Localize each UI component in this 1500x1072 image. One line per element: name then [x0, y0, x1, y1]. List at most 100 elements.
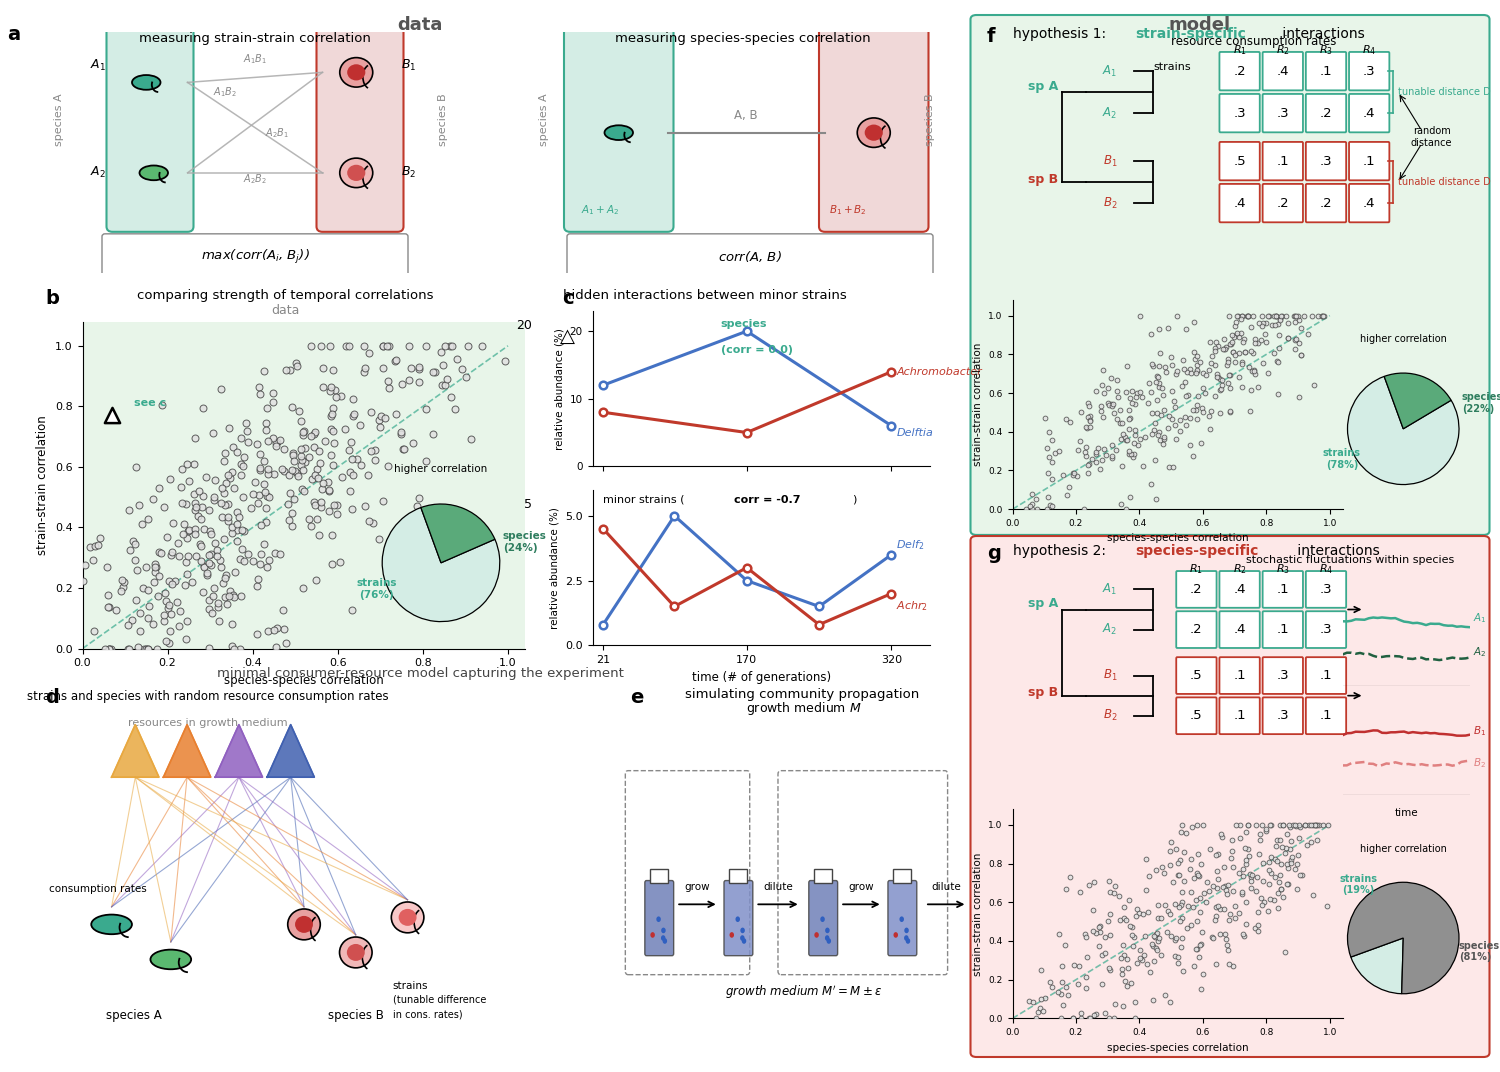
Point — [1050, 957, 1074, 974]
Point — [1076, 464, 1100, 481]
Point — [1053, 979, 1077, 996]
Point — [1203, 342, 1227, 359]
Point — [1074, 979, 1098, 996]
Point — [392, 441, 416, 458]
Point — [298, 518, 322, 535]
Text: (corr = 0.0): (corr = 0.0) — [720, 345, 792, 355]
Text: higher correlation: higher correlation — [1360, 334, 1446, 344]
FancyBboxPatch shape — [1263, 142, 1304, 180]
Point — [1185, 361, 1209, 378]
Point — [1251, 354, 1275, 371]
Point — [1280, 833, 1304, 850]
Point — [440, 338, 464, 355]
Point — [326, 506, 350, 523]
Text: species B: species B — [438, 93, 447, 146]
Text: species A: species A — [54, 93, 63, 146]
Point — [1216, 349, 1240, 367]
Text: .3: .3 — [1320, 583, 1332, 596]
Point — [142, 564, 166, 581]
Point — [1263, 851, 1287, 868]
Point — [166, 535, 190, 552]
Point — [180, 572, 204, 590]
Text: grow: grow — [849, 882, 874, 892]
Point — [1148, 321, 1172, 338]
Point — [1168, 412, 1192, 429]
Circle shape — [821, 917, 825, 922]
Point — [1108, 495, 1132, 512]
Point — [1068, 883, 1092, 900]
Point — [310, 378, 334, 396]
Point — [1206, 897, 1230, 914]
Point — [160, 576, 184, 593]
Point — [1162, 895, 1186, 912]
Text: $A_2B_1$: $A_2B_1$ — [266, 125, 290, 139]
Point — [1218, 336, 1242, 353]
Point — [264, 639, 288, 656]
Point — [1076, 394, 1100, 412]
Point — [1254, 820, 1278, 837]
Point — [1143, 952, 1167, 969]
Point — [1158, 906, 1182, 923]
Point — [174, 630, 198, 647]
Point — [1257, 307, 1281, 324]
Text: c: c — [562, 289, 574, 309]
Point — [1173, 408, 1197, 426]
Point — [1062, 1010, 1086, 1027]
Point — [1148, 357, 1172, 374]
Point — [148, 545, 172, 562]
Point — [370, 338, 394, 355]
Point — [1268, 816, 1292, 833]
Point — [1094, 928, 1118, 946]
Text: species-specific: species-specific — [1136, 544, 1258, 557]
Point — [1182, 313, 1206, 330]
Point — [1266, 874, 1290, 891]
Point — [1246, 917, 1270, 934]
Point — [1268, 339, 1292, 356]
Text: tunable distance D: tunable distance D — [1398, 177, 1491, 188]
Point — [1185, 362, 1209, 379]
Point — [1286, 855, 1310, 873]
Point — [1076, 457, 1100, 474]
Point — [1102, 404, 1126, 421]
Point — [1258, 864, 1282, 881]
Point — [1122, 446, 1146, 463]
Point — [1182, 447, 1206, 464]
Point — [1017, 993, 1041, 1010]
Point — [1218, 379, 1242, 397]
Point — [1101, 396, 1125, 413]
Point — [292, 453, 316, 471]
Text: max(corr($A_i$, $B_j$)): max(corr($A_i$, $B_j$)) — [201, 248, 309, 266]
Point — [210, 508, 234, 525]
Point — [190, 487, 214, 504]
Point — [290, 413, 314, 430]
Point — [1164, 362, 1188, 379]
Point — [1228, 324, 1252, 341]
Point — [1176, 897, 1200, 914]
Point — [433, 376, 457, 393]
Point — [1138, 325, 1162, 342]
Point — [98, 598, 122, 615]
Point — [306, 470, 330, 487]
Text: data: data — [398, 16, 442, 34]
Point — [216, 587, 240, 605]
Point — [1143, 926, 1167, 943]
Point — [291, 579, 315, 596]
Point — [1080, 450, 1104, 467]
Point — [1174, 388, 1198, 405]
Point — [1212, 340, 1236, 357]
Point — [1282, 331, 1306, 348]
Wedge shape — [382, 507, 500, 622]
X-axis label: species-species correlation: species-species correlation — [1107, 534, 1248, 544]
Point — [1036, 448, 1060, 465]
Point — [1185, 364, 1209, 382]
Point — [255, 559, 279, 576]
FancyBboxPatch shape — [1348, 184, 1389, 222]
Point — [1282, 307, 1306, 324]
Text: Delftia: Delftia — [897, 428, 933, 437]
Text: higher correlation: higher correlation — [1360, 844, 1446, 853]
Point — [1142, 938, 1166, 955]
Point — [1202, 877, 1225, 894]
Point — [1070, 1004, 1094, 1022]
Point — [1311, 816, 1335, 833]
Text: .3: .3 — [1320, 154, 1332, 167]
